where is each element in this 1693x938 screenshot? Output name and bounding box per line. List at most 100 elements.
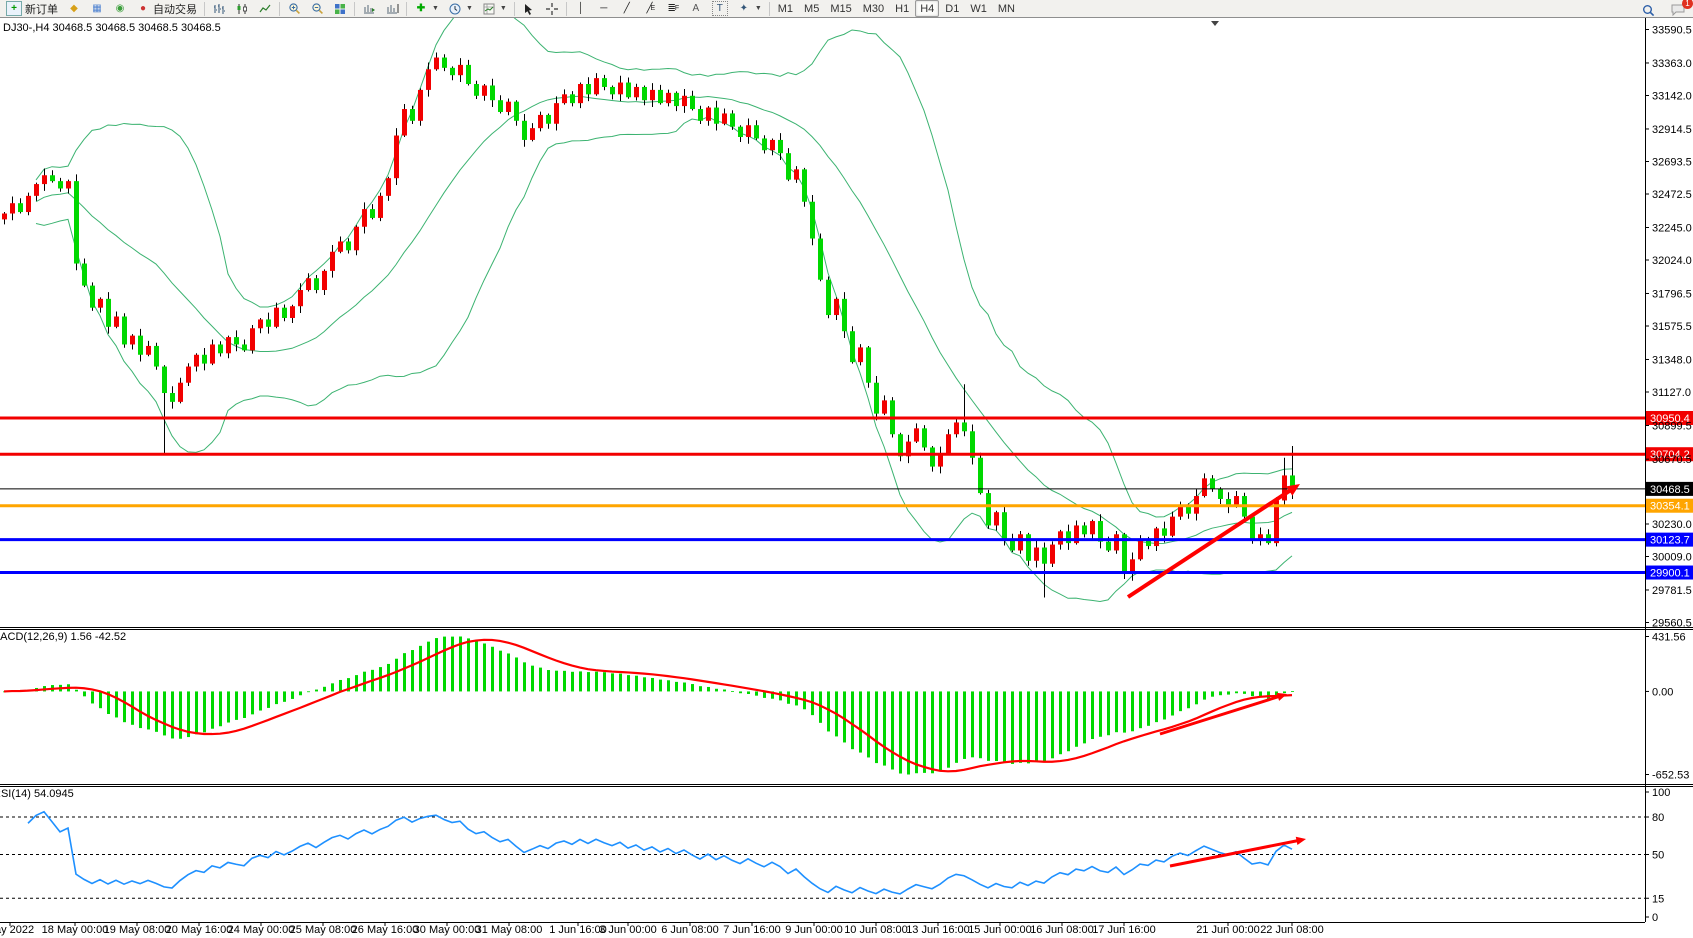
svg-text:33363.0: 33363.0 (1652, 58, 1692, 70)
macd-histogram-bar (1171, 691, 1174, 716)
macd-histogram-bar (107, 691, 110, 715)
trendline-button[interactable]: ╱ (616, 0, 638, 18)
horizontal-line-button[interactable]: ─ (593, 0, 615, 18)
candle-down (1082, 525, 1087, 535)
timeframe-mn-button[interactable]: MN (997, 2, 1015, 15)
text-label-button[interactable]: T (708, 0, 732, 18)
candle-up (682, 95, 687, 107)
periods-button[interactable]: ▼ (444, 0, 477, 18)
candle-down (802, 169, 807, 202)
bollinger-upper-band (35, 1, 1293, 518)
macd-histogram-bar (1067, 691, 1070, 752)
candle-up (1090, 521, 1095, 535)
chart-shift-icon (385, 2, 399, 15)
search-button[interactable] (1637, 1, 1659, 19)
auto-scroll-button[interactable] (358, 0, 380, 18)
candle-down (122, 316, 127, 345)
candle-down (1122, 534, 1127, 575)
timeframe-m30-button[interactable]: M30 (862, 2, 885, 15)
tile-windows-button[interactable] (329, 0, 351, 18)
equidistant-channel-button[interactable]: ╱ E (639, 0, 661, 18)
macd-histogram-bar (1091, 691, 1094, 740)
timeframe-h1-button[interactable]: H1 (895, 2, 910, 15)
market-watch-button[interactable]: ▦ (86, 0, 108, 18)
auto-trading-icon: ● (139, 3, 147, 14)
timeframe-m5-button[interactable]: M5 (804, 2, 820, 15)
macd-histogram-bar (699, 686, 702, 692)
macd-histogram-bar (219, 691, 222, 727)
text-button[interactable]: A (685, 0, 707, 18)
candle-up (706, 107, 711, 121)
new-order-label: 新订单 (25, 3, 58, 16)
svg-text:30468.5: 30468.5 (1650, 484, 1690, 496)
timeframe-m1-button[interactable]: M1 (777, 2, 794, 15)
candle-up (1170, 516, 1175, 536)
candle-up (1234, 496, 1239, 507)
candle-down (658, 89, 663, 104)
line-chart-button[interactable] (254, 0, 276, 18)
vertical-line-button[interactable]: │ (570, 0, 592, 18)
macd-histogram-bar (387, 663, 390, 692)
bar-chart-button[interactable] (208, 0, 230, 18)
candle-up (1274, 500, 1279, 544)
candle-up (562, 94, 567, 104)
macd-histogram-bar (211, 691, 214, 729)
candle-up (1154, 528, 1159, 547)
candle-up (1282, 475, 1287, 501)
fibonacci-button[interactable]: ≣ F (662, 0, 684, 18)
timeframe-w1-button[interactable]: W1 (970, 2, 987, 15)
svg-text:30950.4: 30950.4 (1650, 413, 1690, 425)
macd-histogram-bar (1219, 691, 1222, 696)
macd-histogram-bar (259, 691, 262, 711)
auto-trading-button[interactable]: ● 自动交易 (132, 0, 201, 18)
profiles-button[interactable]: ◆ (63, 0, 85, 18)
timeframe-h4-button[interactable]: H4 (915, 0, 940, 17)
candlestick-chart-button[interactable] (231, 0, 253, 18)
candle-up (994, 512, 999, 526)
candle-down (514, 101, 519, 121)
macd-histogram-bar (1243, 691, 1246, 694)
chart-shift-button[interactable] (381, 0, 403, 18)
horizontal-line-icon: ─ (600, 3, 608, 14)
svg-text:30 May 00:00: 30 May 00:00 (414, 924, 481, 936)
macd-histogram-bar (635, 675, 638, 692)
macd-histogram-bar (1035, 691, 1038, 762)
templates-button[interactable]: ▼ (478, 0, 511, 18)
crosshair-button[interactable] (541, 0, 563, 18)
candle-up (666, 92, 671, 104)
macd-histogram-bar (787, 691, 790, 704)
trend-arrow-head (1295, 836, 1306, 845)
timeframe-m15-button[interactable]: M15 (830, 2, 852, 15)
zoom-in-button[interactable] (283, 0, 305, 18)
arrows-button[interactable]: ✦ ▼ (733, 0, 766, 18)
indicators-button[interactable]: ✚ ▼ (410, 0, 443, 18)
svg-text:31796.5: 31796.5 (1652, 288, 1692, 300)
svg-text:25 May 08:00: 25 May 08:00 (290, 924, 357, 936)
notifications-button[interactable]: 1 (1667, 0, 1693, 19)
templates-icon (482, 2, 496, 15)
cursor-button[interactable] (518, 0, 540, 18)
candle-down (810, 201, 815, 239)
svg-text:3 Jun 00:00: 3 Jun 00:00 (599, 924, 657, 936)
new-order-button[interactable]: + 新订单 (2, 0, 62, 18)
candle-down (570, 94, 575, 104)
timeframe-d1-button[interactable]: D1 (945, 2, 960, 15)
svg-text:29900.1: 29900.1 (1650, 568, 1690, 580)
candle-down (1162, 528, 1167, 536)
signals-button[interactable]: ◉ (109, 0, 131, 18)
candle-down (786, 153, 791, 180)
macd-histogram-bar (1179, 691, 1182, 712)
candle-up (66, 181, 71, 189)
chart-shift-marker[interactable] (1211, 21, 1219, 26)
auto-scroll-icon (362, 2, 376, 15)
macd-histogram-bar (331, 683, 334, 692)
candle-up (114, 316, 119, 327)
macd-histogram-bar (963, 691, 966, 759)
svg-text:7 Jun 16:00: 7 Jun 16:00 (723, 924, 781, 936)
zoom-out-button[interactable] (306, 0, 328, 18)
macd-histogram-bar (979, 691, 982, 759)
candle-up (554, 103, 559, 124)
candle-down (986, 493, 991, 526)
candle-down (282, 307, 287, 318)
